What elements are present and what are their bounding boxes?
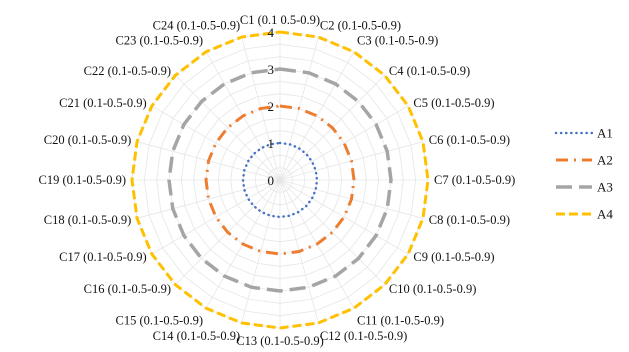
category-label: C12 (0.1-0.5-0.9) [320, 329, 408, 343]
category-label: C19 (0.1-0.5-0.9) [39, 173, 127, 187]
legend: A1 A2 A3 A4 [554, 126, 613, 222]
grid-spoke [279, 51, 355, 181]
series-a4-line [130, 30, 430, 330]
legend-label-a4: A4 [597, 207, 613, 222]
grid-spoke [151, 105, 281, 181]
category-label: C6 (0.1-0.5-0.9) [429, 133, 510, 147]
category-label: C7 (0.1-0.5-0.9) [434, 173, 515, 187]
grid-spoke [279, 179, 385, 285]
grid-spoke [136, 179, 281, 219]
category-labels: C1 (0.1 0.5-0.9) C2 (0.1-0.5-0.9) C3 (0.1-… [39, 13, 516, 348]
category-label: C2 (0.1-0.5-0.9) [320, 18, 401, 32]
radial-tick-labels: 0 1 2 3 4 [268, 25, 275, 188]
radial-tick-label: 4 [268, 25, 275, 40]
category-label: C22 (0.1-0.5-0.9) [84, 64, 172, 78]
radial-tick-label: 3 [268, 62, 275, 77]
category-label: C18 (0.1-0.5-0.9) [44, 213, 132, 227]
category-label: C9 (0.1-0.5-0.9) [413, 250, 494, 264]
grid-spoke [151, 179, 281, 255]
category-label: C8 (0.1-0.5-0.9) [429, 213, 510, 227]
category-label: C11 (0.1-0.5-0.9) [357, 313, 444, 327]
category-label: C5 (0.1-0.5-0.9) [413, 96, 494, 110]
grid-spoke [241, 179, 281, 324]
category-label: C10 (0.1-0.5-0.9) [389, 282, 477, 296]
category-label: C17 (0.1-0.5-0.9) [59, 250, 147, 264]
category-label: C21 (0.1-0.5-0.9) [59, 96, 147, 110]
radial-tick-label: 0 [268, 173, 275, 188]
grid-spoke [175, 75, 281, 181]
radial-tick-label: 1 [268, 136, 275, 151]
radar-series [130, 30, 430, 330]
grid-spoke [279, 105, 409, 181]
category-label: C16 (0.1-0.5-0.9) [84, 282, 172, 296]
category-label: C14 (0.1-0.5-0.9) [153, 329, 241, 343]
category-label: C13 (0.1-0.5-0.9) [236, 334, 324, 348]
category-label: C23 (0.1-0.5-0.9) [116, 34, 204, 48]
legend-label-a1: A1 [597, 126, 613, 141]
category-label: C3 (0.1-0.5-0.9) [357, 34, 438, 48]
series-a1-line [241, 141, 319, 219]
category-label: C15 (0.1-0.5-0.9) [116, 313, 204, 327]
category-label: C24 (0.1-0.5-0.9) [153, 18, 241, 32]
category-label: C1 (0.1 0.5-0.9) [240, 13, 320, 27]
grid-spoke [279, 179, 409, 255]
legend-label-a3: A3 [597, 180, 613, 195]
legend-label-a2: A2 [597, 153, 613, 168]
category-label: C20 (0.1-0.5-0.9) [44, 133, 132, 147]
category-label: C4 (0.1-0.5-0.9) [389, 64, 470, 78]
radial-tick-label: 2 [268, 99, 275, 114]
series-a3-line [167, 67, 393, 293]
